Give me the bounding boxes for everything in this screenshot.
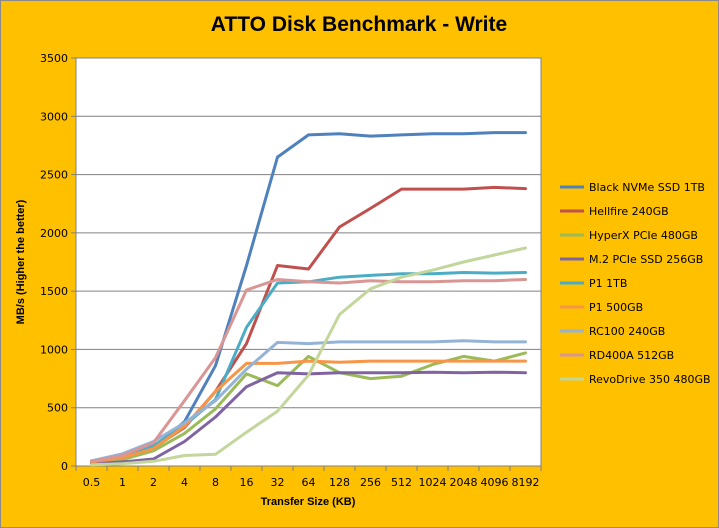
x-tick-label: 1024 xyxy=(419,476,447,489)
y-tick-label: 3000 xyxy=(40,110,68,123)
legend-label: P1 500GB xyxy=(589,301,643,314)
x-tick-label: 32 xyxy=(271,476,285,489)
x-tick-label: 0.5 xyxy=(83,476,101,489)
y-tick-label: 2500 xyxy=(40,169,68,182)
legend-label: Black NVMe SSD 1TB xyxy=(589,181,705,194)
legend-label: RC100 240GB xyxy=(589,325,665,338)
legend-label: P1 1TB xyxy=(589,277,627,290)
y-tick-label: 1000 xyxy=(40,343,68,356)
chart-title: ATTO Disk Benchmark - Write xyxy=(211,13,507,36)
series-line-5 xyxy=(90,359,527,464)
y-tick-label: 3500 xyxy=(40,52,68,65)
x-tick-label: 16 xyxy=(240,476,254,489)
gridlines xyxy=(76,115,541,409)
x-tick-label: 8 xyxy=(212,476,219,489)
x-tick-label: 4096 xyxy=(481,476,509,489)
x-tick-label: 4 xyxy=(181,476,188,489)
legend-label: Hellfire 240GB xyxy=(589,205,669,218)
y-tick-label: 1500 xyxy=(40,285,68,298)
x-tick-label: 64 xyxy=(302,476,316,489)
y-tick-label: 500 xyxy=(47,402,68,415)
series-line-6 xyxy=(90,339,527,463)
x-tick-label: 128 xyxy=(329,476,350,489)
x-tick-label: 2 xyxy=(150,476,157,489)
legend-label: HyperX PCIe 480GB xyxy=(589,229,698,242)
y-tick-label: 0 xyxy=(61,460,68,473)
y-axis-title: MB/s (Higher the better) xyxy=(15,199,27,324)
x-axis-ticks: 0.5 1 2 4 8 16 32 64 128 256 512 1024 2048 4096 8192 xyxy=(75,466,542,489)
plot-area xyxy=(75,57,542,467)
x-tick-label: 512 xyxy=(391,476,412,489)
y-axis-ticks: 0 500 1000 1500 2000 2500 3000 3500 xyxy=(40,52,76,473)
series-line-8 xyxy=(90,246,527,467)
x-tick-label: 1 xyxy=(119,476,126,489)
legend-label: RD400A 512GB xyxy=(589,349,674,362)
series-line-2 xyxy=(90,351,527,464)
x-tick-label: 256 xyxy=(360,476,381,489)
x-tick-label: 2048 xyxy=(450,476,478,489)
legend: Black NVMe SSD 1TB Hellfire 240GB HyperX P… xyxy=(560,181,711,386)
legend-label: M.2 PCIe SSD 256GB xyxy=(589,253,703,266)
series-line-7 xyxy=(90,278,527,463)
x-axis-title: Transfer Size (KB) xyxy=(261,496,356,508)
legend-label: RevoDrive 350 480GB xyxy=(589,373,711,386)
series-lines xyxy=(90,131,527,467)
x-tick-label: 8192 xyxy=(512,476,540,489)
y-tick-label: 2000 xyxy=(40,227,68,240)
